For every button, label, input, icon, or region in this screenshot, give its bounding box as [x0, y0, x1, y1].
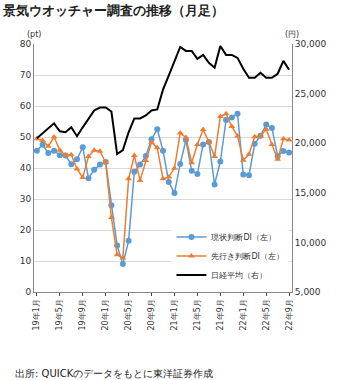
svg-text:21年5月: 21年5月 — [193, 299, 202, 330]
svg-text:20年9月: 20年9月 — [147, 299, 156, 330]
svg-text:19年9月: 19年9月 — [78, 299, 87, 330]
svg-text:40: 40 — [20, 163, 32, 173]
svg-text:19年5月: 19年5月 — [55, 299, 64, 330]
svg-text:(円): (円) — [285, 30, 299, 39]
svg-text:30,000: 30,000 — [295, 39, 327, 49]
svg-text:60: 60 — [20, 101, 32, 111]
svg-text:0: 0 — [25, 287, 31, 297]
svg-text:先行き判断DI（左）: 先行き判断DI（左） — [211, 252, 284, 261]
svg-text:22年9月: 22年9月 — [285, 299, 294, 330]
svg-text:10: 10 — [20, 256, 32, 266]
svg-text:現状判断DI（左）: 現状判断DI（左） — [211, 233, 276, 242]
svg-text:15,000: 15,000 — [295, 188, 327, 198]
svg-text:80: 80 — [20, 39, 32, 49]
svg-text:22年5月: 22年5月 — [262, 299, 271, 330]
svg-text:5,000: 5,000 — [295, 287, 321, 297]
svg-text:21年1月: 21年1月 — [170, 299, 179, 330]
svg-text:(pt): (pt) — [27, 30, 41, 39]
svg-text:22年1月: 22年1月 — [239, 299, 248, 330]
svg-text:20: 20 — [20, 225, 32, 235]
svg-text:20年5月: 20年5月 — [124, 299, 133, 330]
svg-text:50: 50 — [20, 132, 32, 142]
svg-text:20,000: 20,000 — [295, 138, 327, 148]
svg-text:21年9月: 21年9月 — [216, 299, 225, 330]
svg-text:25,000: 25,000 — [295, 89, 327, 99]
svg-text:日経平均（右）: 日経平均（右） — [211, 271, 267, 280]
svg-text:10,000: 10,000 — [295, 238, 327, 248]
svg-text:19年1月: 19年1月 — [32, 299, 41, 330]
svg-text:30: 30 — [20, 194, 32, 204]
svg-text:景気ウオッチャー調査の推移（月足）: 景気ウオッチャー調査の推移（月足） — [2, 3, 224, 18]
svg-text:70: 70 — [20, 70, 32, 80]
svg-text:20年1月: 20年1月 — [101, 299, 110, 330]
svg-text:出所: QUICKのデータをもとに東洋証券作成: 出所: QUICKのデータをもとに東洋証券作成 — [15, 368, 213, 379]
